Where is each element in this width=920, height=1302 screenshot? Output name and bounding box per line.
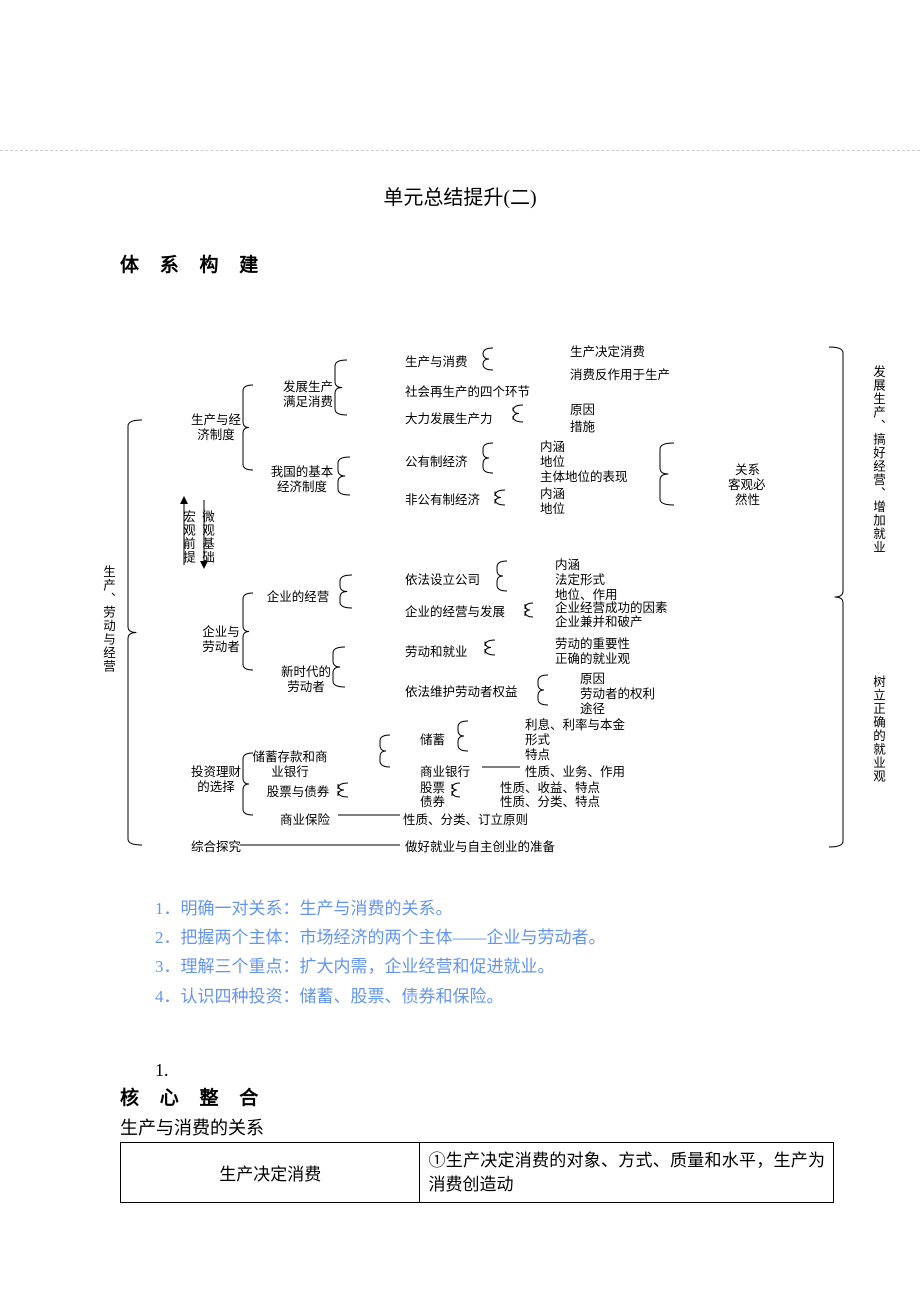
table-subtitle: 生产与消费的关系 [120,1114,920,1140]
summary-point-4: 4．认识四种投资：储蓄、股票、债券和保险。 [155,983,920,1010]
diagram-node: 树立正确的就业观 [870,675,885,783]
diagram-node: 商业银行 [420,765,470,780]
diagram-node: 生产与经济制度 [178,413,254,443]
diagram-node: 内涵 [540,487,565,502]
diagram-node: 发展生产满足消费 [270,380,346,410]
diagram-node: 生产、劳动与经营 [100,565,115,673]
diagram-node: 形式 [525,733,550,748]
diagram-node: 正确的就业观 [555,652,630,667]
diagram-node: 企业兼并和破产 [555,615,643,630]
diagram-node: 大力发展生产力 [405,412,493,427]
diagram-node: 储蓄 [420,733,445,748]
diagram-node: 微观基础 [199,510,214,564]
diagram-node: 商业保险 [267,813,343,828]
diagram-node: 原因 [580,672,605,687]
diagram-node: 企业的经营与发展 [405,605,505,620]
relation-table: 生产决定消费 ①生产决定消费的对象、方式、质量和水平，生产为消费创造动 [120,1142,834,1204]
section2-heading: 核 心 整 合 [120,1083,920,1110]
diagram-node: 企业经营成功的因素 [555,601,668,616]
page-title: 单元总结提升(二) [0,181,920,210]
table-right: ①生产决定消费的对象、方式、质量和水平，生产为消费创造动 [420,1142,834,1203]
diagram-node: 法定形式 [555,573,605,588]
diagram-node: 劳动的重要性 [555,637,630,652]
diagram-node: 内涵 [555,558,580,573]
diagram-node: 公有制经济 [405,455,468,470]
diagram-node: 内涵 [540,440,565,455]
number-1: 1. [155,1060,920,1081]
diagram-node: 发展生产、搞好经营、增加就业 [870,365,885,554]
diagram-node: 利息、利率与本金 [525,718,625,733]
diagram-node: 依法设立公司 [405,573,480,588]
diagram-node: 债券 [420,795,445,810]
page-separator [0,0,920,151]
diagram-node: 投资理财的选择 [178,765,254,795]
summary-point-1: 1．明确一对关系：生产与消费的关系。 [155,895,920,922]
diagram-node: 劳动和就业 [405,645,468,660]
diagram-node: 措施 [570,420,595,435]
diagram-node: 性质、分类、订立原则 [403,813,528,828]
diagram-node: 然性 [735,493,760,508]
diagram-node: 新时代的劳动者 [268,665,344,695]
section1-heading: 体 系 构 建 [120,250,920,277]
diagram-node: 途径 [580,702,605,717]
diagram-node: 我国的基本经济制度 [264,465,340,495]
diagram-node: 地位 [540,502,565,517]
diagram-node: 客观必 [728,478,766,493]
diagram-node: 储蓄存款和商业银行 [252,750,328,780]
diagram-node: 消费反作用于生产 [570,368,670,383]
diagram-node: 主体地位的表现 [540,470,628,485]
diagram-node: 企业与劳动者 [183,625,259,655]
diagram-node: 宏观前提 [180,510,195,564]
diagram-node: 社会再生产的四个环节 [405,385,530,400]
summary-point-2: 2．把握两个主体：市场经济的两个主体——企业与劳动者。 [155,924,920,951]
diagram-node: 生产决定消费 [570,345,645,360]
diagram-node: 原因 [570,403,595,418]
diagram-node: 做好就业与自主创业的准备 [405,840,555,855]
diagram-node: 性质、分类、特点 [500,795,600,810]
diagram-node: 非公有制经济 [405,493,480,508]
tree-diagram: 生产、劳动与经营 发展生产、搞好经营、增加就业树立正确的就业观 宏观前提微观基础 生产… [0,305,920,865]
diagram-node: 关系 [735,463,760,478]
diagram-node: 股票与债券 [260,785,336,800]
diagram-node: 依法维护劳动者权益 [405,685,518,700]
diagram-node: 企业的经营 [260,590,336,605]
diagram-node: 股票 [420,781,445,796]
table-left: 生产决定消费 [121,1142,420,1203]
diagram-node: 性质、业务、作用 [525,765,625,780]
diagram-node: 性质、收益、特点 [500,781,600,796]
summary-points: 1．明确一对关系：生产与消费的关系。 2．把握两个主体：市场经济的两个主体——企… [155,895,920,1010]
diagram-node: 特点 [525,748,550,763]
diagram-node: 地位 [540,455,565,470]
diagram-node: 综合探究 [178,840,254,855]
diagram-node: 劳动者的权利 [580,687,655,702]
summary-point-3: 3．理解三个重点：扩大内需，企业经营和促进就业。 [155,953,920,980]
diagram-node: 生产与消费 [405,355,468,370]
